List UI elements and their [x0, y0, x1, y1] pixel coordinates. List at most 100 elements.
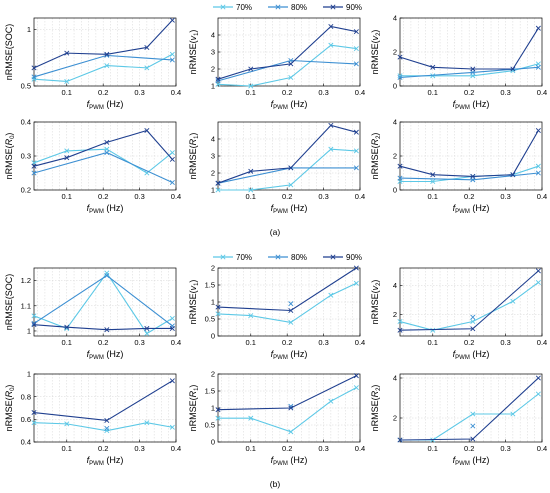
- data-point-70: [215, 311, 221, 317]
- x-axis-label: fPWM (Hz): [453, 349, 490, 361]
- data-point-70: [328, 42, 334, 48]
- x-axis-label: fPWM (Hz): [453, 455, 490, 467]
- subplot-a5: 0.1 0.2 0.3 0.4 1 2 3 4 fPWM (Hz) nRMSE(R1): [188, 121, 365, 215]
- data-point-90: [397, 437, 403, 443]
- legend-label-90: 90%: [346, 253, 362, 262]
- data-point-80: [215, 78, 221, 84]
- data-point-90: [31, 65, 37, 71]
- data-point-90: [31, 322, 37, 328]
- legend-marker-70: [220, 4, 226, 10]
- data-point-90: [535, 25, 541, 31]
- data-point-70: [288, 182, 294, 188]
- data-point-70: [31, 420, 37, 426]
- data-point-70: [104, 63, 110, 69]
- data-point-70: [353, 280, 359, 286]
- y-axis-label: nRMSE(R0): [4, 385, 16, 432]
- data-point-70: [535, 391, 541, 397]
- x-tick-label: 0.1: [246, 88, 256, 97]
- y-tick-label: 0.3: [21, 152, 31, 161]
- x-tick-label: 0.3: [318, 192, 328, 201]
- x-tick-label: 0.2: [464, 88, 474, 97]
- y-axis-label: nRMSE(R2): [370, 133, 382, 180]
- x-tick-label: 0.1: [246, 444, 256, 453]
- data-point-90: [169, 325, 175, 331]
- data-point-90: [288, 307, 294, 314]
- x-tick-label: 0.4: [355, 338, 365, 347]
- data-point-80: [169, 180, 175, 186]
- y-tick-label: 4: [211, 31, 215, 40]
- x-tick-label: 0.1: [62, 88, 72, 97]
- y-tick-label: 2: [211, 65, 215, 74]
- data-point-90: [535, 268, 541, 274]
- data-point-90: [215, 76, 221, 82]
- y-tick-label: 4: [393, 118, 397, 127]
- x-axis-label: fPWM (Hz): [271, 203, 308, 215]
- y-tick-label: 0: [393, 82, 397, 91]
- x-tick-label: 0.4: [355, 88, 365, 97]
- legend-label-90: 90%: [346, 3, 362, 12]
- x-axis-label: fPWM (Hz): [453, 203, 490, 215]
- x-tick-label: 0.2: [98, 192, 108, 201]
- data-point-90: [535, 375, 541, 381]
- y-tick-label: 4: [393, 281, 397, 290]
- data-point-70: [535, 163, 541, 169]
- series-line-90: [399, 270, 539, 331]
- data-point-90: [397, 54, 403, 60]
- x-tick-label: 0.1: [428, 338, 438, 347]
- data-point-90: [353, 129, 359, 135]
- subplot-b2: 0.1 0.2 0.3 0.4 0 0.5 1 1.5 2 fPWM (Hz) nRMSE(v1): [188, 264, 365, 361]
- data-point-70: [169, 150, 175, 156]
- data-point-90: [397, 327, 403, 333]
- y-tick-label: 1: [211, 186, 215, 195]
- data-point-80: [397, 74, 403, 81]
- series-line-70: [400, 393, 539, 441]
- x-tick-label: 0.2: [98, 88, 108, 97]
- data-point-80: [104, 273, 110, 279]
- y-tick-label: 0: [393, 186, 397, 195]
- legend-marker-90: [330, 4, 336, 10]
- data-point-90: [470, 436, 476, 442]
- data-point-90: [430, 172, 436, 178]
- plot-frame: [33, 373, 177, 443]
- data-point-70: [169, 51, 175, 57]
- data-point-90: [104, 417, 110, 423]
- data-point-70: [144, 420, 150, 426]
- data-point-90: [215, 304, 221, 310]
- data-point-90: [510, 172, 516, 178]
- y-axis-label: nRMSE(R0): [4, 133, 16, 180]
- data-point-80: [353, 165, 359, 171]
- x-tick-label: 0.3: [134, 192, 144, 201]
- x-tick-label: 0.2: [282, 444, 292, 453]
- x-tick-label: 0.3: [500, 444, 510, 453]
- data-point-90: [215, 180, 221, 186]
- x-tick-label: 0.2: [464, 192, 474, 201]
- y-tick-label: 1: [27, 370, 31, 379]
- data-point-70: [248, 415, 254, 421]
- legend-marker-70: [220, 254, 226, 260]
- y-tick-label: 0: [211, 438, 215, 447]
- y-tick-label: 0.4: [21, 118, 31, 127]
- data-point-70: [510, 411, 516, 417]
- data-point-70: [328, 292, 334, 298]
- data-point-80: [31, 74, 37, 80]
- x-tick-label: 0.4: [171, 444, 181, 453]
- x-axis-label: fPWM (Hz): [87, 99, 124, 111]
- data-point-90: [430, 64, 436, 70]
- y-tick-label: 0.6: [21, 415, 31, 424]
- y-tick-label: 1: [27, 327, 31, 336]
- y-tick-label: 0: [211, 332, 215, 341]
- data-point-70: [169, 315, 175, 321]
- x-tick-label: 0.4: [537, 444, 547, 453]
- legend-label-70: 70%: [236, 3, 252, 12]
- y-tick-label: 2: [393, 310, 397, 319]
- x-tick-label: 0.2: [282, 338, 292, 347]
- x-tick-label: 0.1: [428, 88, 438, 97]
- x-tick-label: 0.2: [282, 192, 292, 201]
- legend-label-70: 70%: [236, 253, 252, 262]
- y-tick-label: 2: [211, 264, 215, 273]
- data-point-90: [248, 168, 254, 174]
- data-point-80: [169, 57, 175, 63]
- data-point-80: [288, 301, 294, 307]
- data-point-70: [430, 327, 436, 333]
- y-axis-label: nRMSE(v1): [188, 30, 200, 75]
